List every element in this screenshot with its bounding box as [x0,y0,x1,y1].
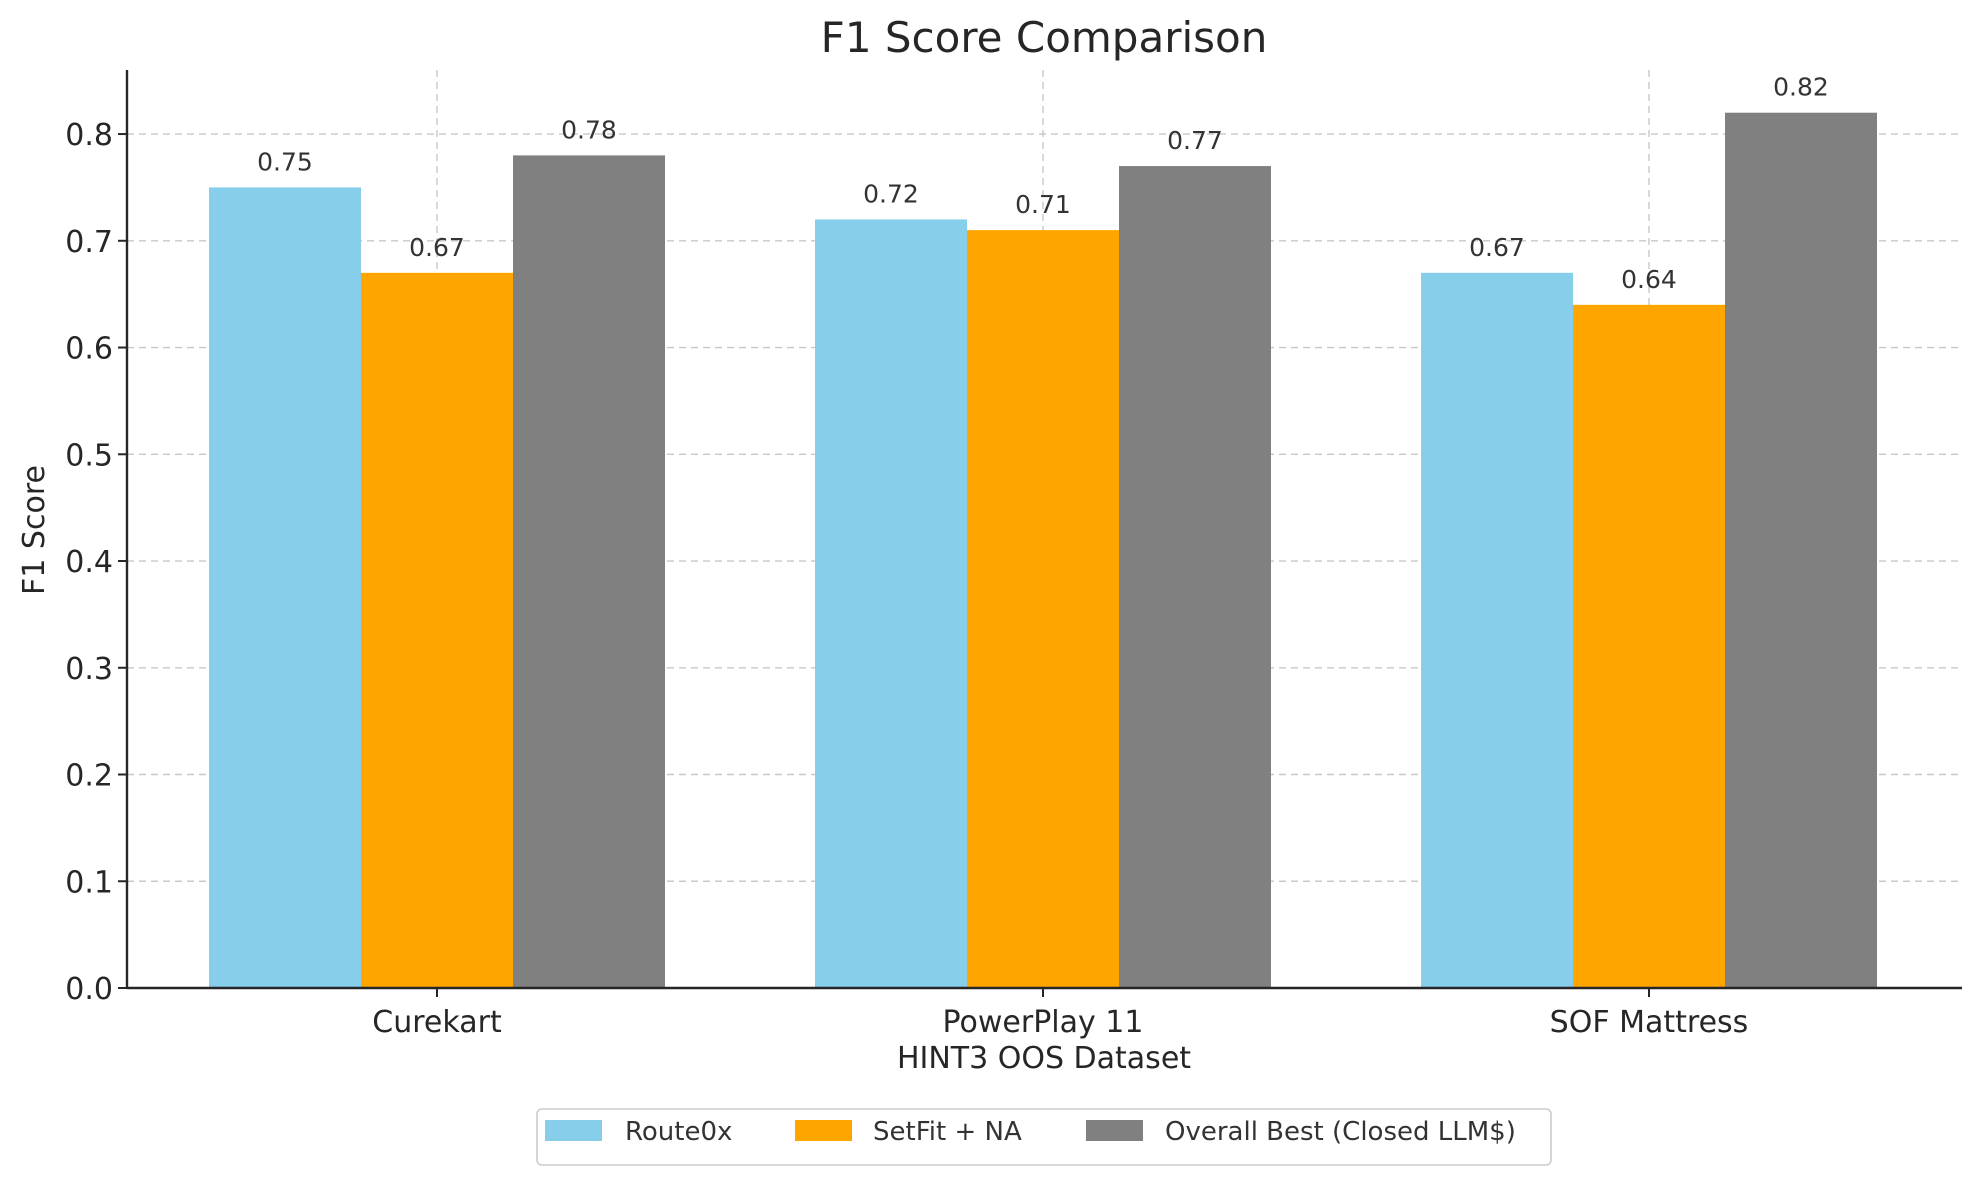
bar [361,272,513,988]
bar [209,187,361,989]
bar-value-label: 0.77 [1167,126,1223,155]
bar-value-label: 0.72 [863,179,919,208]
y-tick-label: 0.3 [65,652,113,687]
legend-label-route0x: Route0x [625,1117,732,1147]
y-axis-label: F1 Score [17,465,52,595]
y-tick-label: 0.5 [65,438,113,473]
bar-value-label: 0.75 [257,147,313,176]
x-tick-label: PowerPlay 11 [943,1005,1144,1040]
bar [815,219,967,988]
bar-value-label: 0.67 [409,233,465,262]
y-tick-label: 0.7 [65,225,113,260]
y-tick-label: 0.1 [65,865,113,900]
legend: Route0x SetFit + NA Overall Best (Closed… [536,1108,1552,1166]
bar-value-label: 0.64 [1621,265,1677,294]
y-tick-label: 0.4 [65,545,113,580]
legend-label-setfit: SetFit + NA [873,1117,1022,1147]
legend-swatch-overall-best [1086,1120,1143,1141]
bar-value-label: 0.67 [1469,233,1525,262]
bar-value-label: 0.82 [1773,73,1829,102]
y-tick-label: 0.2 [65,759,113,794]
legend-frame [536,1108,1552,1166]
bar [1725,112,1877,988]
bar [1119,166,1271,988]
chart-title: F1 Score Comparison [821,13,1268,62]
legend-swatch-route0x [545,1120,602,1141]
x-tick-label: Curekart [372,1005,502,1040]
bar [967,230,1119,988]
x-axis-label: HINT3 OOS Dataset [897,1041,1191,1076]
bar [513,155,665,988]
bars [209,112,1877,989]
y-tick-label: 0.8 [65,118,113,153]
x-tick-label: SOF Mattress [1550,1005,1749,1040]
bar [1421,272,1573,988]
y-tick-label: 0.0 [65,972,113,1007]
legend-label-overall-best: Overall Best (Closed LLM$) [1165,1117,1516,1147]
axes: 0.0 0.1 0.2 0.3 0.4 0.5 0.6 0.7 0.8 Curekart Power… [65,70,1962,1040]
data-labels: 0.75 0.72 0.67 0.67 0.71 0.64 0.78 0.77 0.82 [257,73,1829,294]
y-tick-label: 0.6 [65,332,113,367]
bar [1573,304,1725,988]
bar-value-label: 0.78 [561,115,617,144]
bar-value-label: 0.71 [1015,190,1071,219]
legend-swatch-setfit [795,1120,852,1141]
